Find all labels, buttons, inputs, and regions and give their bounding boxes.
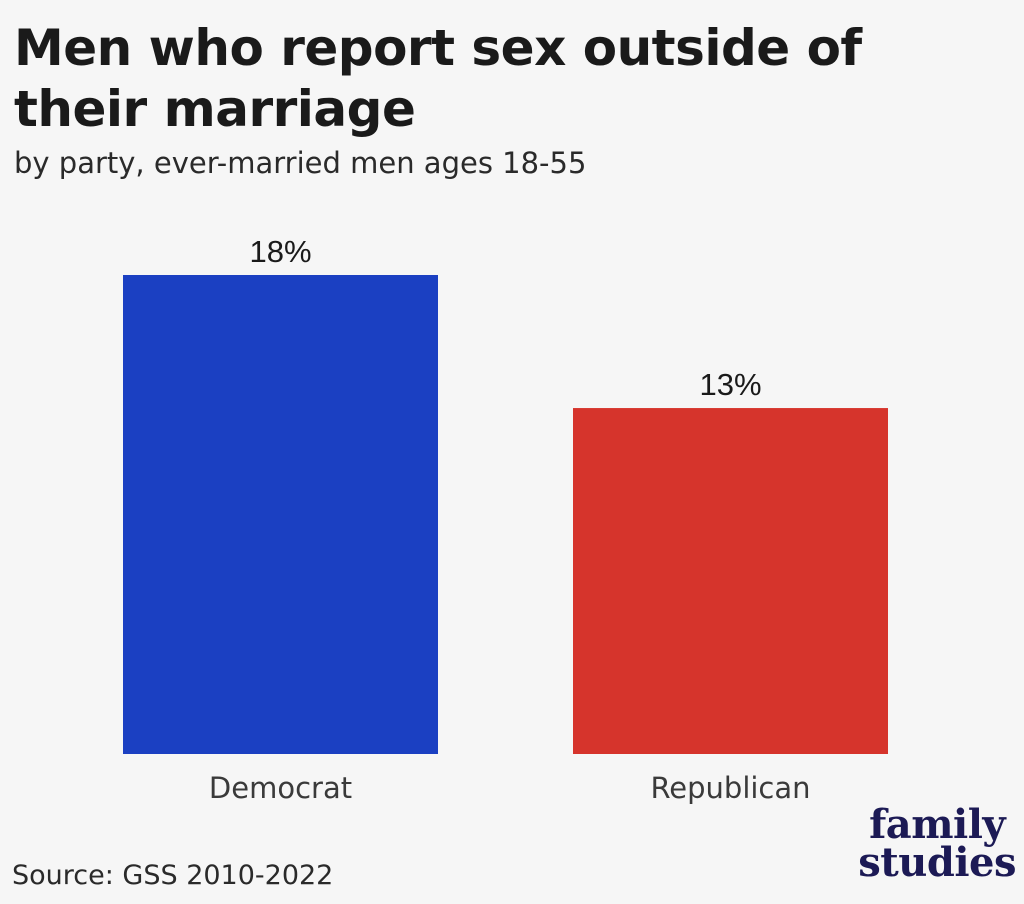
chart-subtitle: by party, ever-married men ages 18-55 (14, 146, 587, 180)
category-label-democrat: Democrat (209, 771, 352, 805)
category-label-republican: Republican (650, 771, 810, 805)
family-studies-logo: family studies (858, 801, 1016, 886)
bar-republican (573, 408, 888, 754)
logo-line-2: studies (858, 839, 1016, 886)
source-note: Source: GSS 2010-2022 (12, 860, 334, 891)
bar-democrat (123, 275, 438, 754)
chart-title: Men who report sex outside of their marr… (14, 19, 862, 138)
logo-line-1: family (869, 801, 1006, 848)
value-label-republican: 13% (699, 367, 761, 402)
value-label-democrat: 18% (249, 234, 311, 269)
